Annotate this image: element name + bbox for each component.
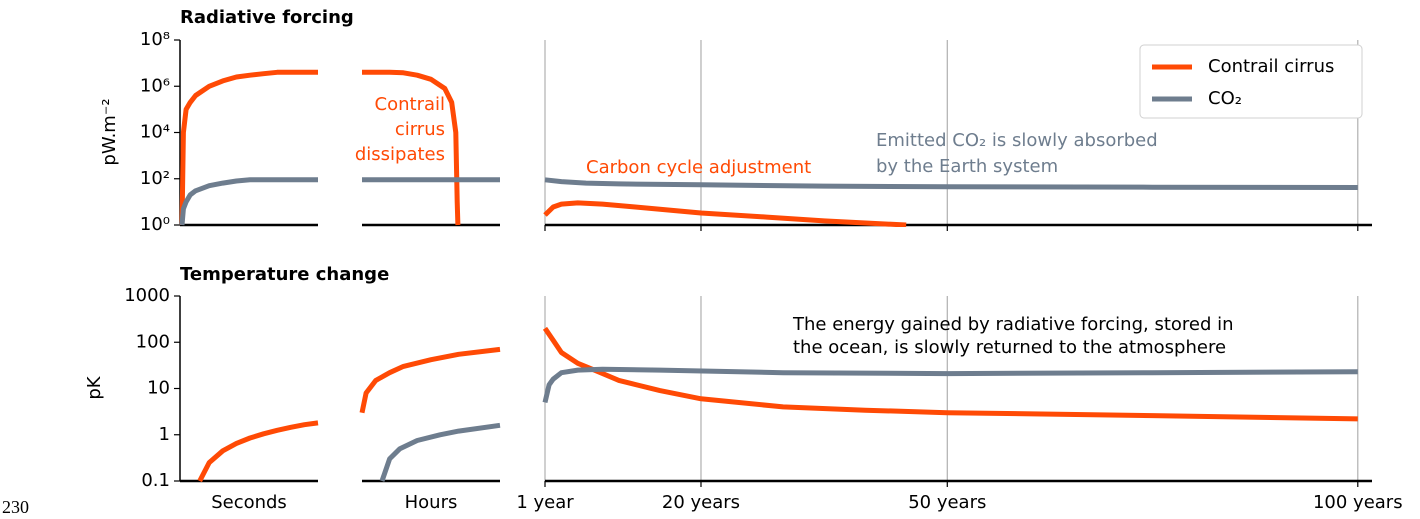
- plot-area: [362, 69, 500, 226]
- x-tick-label: 1 year: [516, 492, 574, 513]
- x-axis-label: Hours: [405, 492, 458, 513]
- annotation: dissipates: [355, 144, 445, 165]
- chart-title: Temperature change: [180, 264, 389, 285]
- y-axis-label: pW.m⁻²: [99, 98, 120, 165]
- y-tick-label: 10⁴: [140, 122, 170, 143]
- annotation: Contrail: [375, 94, 445, 115]
- plot-area: [197, 420, 319, 483]
- series-line: [362, 69, 461, 226]
- series-line: [544, 177, 1358, 190]
- annotation: Carbon cycle adjustment: [586, 157, 811, 178]
- y-tick-label: 10²: [140, 168, 170, 189]
- y-tick-label: 10⁰: [140, 214, 170, 235]
- y-tick-label: 1000: [124, 285, 170, 306]
- plot-area: [359, 346, 501, 482]
- x-tick-label: 50 years: [908, 492, 986, 513]
- series-line: [179, 177, 318, 226]
- page-number: 230: [2, 497, 29, 517]
- series-line: [543, 200, 907, 227]
- y-tick-label: 10⁶: [140, 75, 170, 96]
- legend-box: [1139, 44, 1363, 119]
- series-line: [379, 422, 501, 482]
- plot-area: [543, 177, 1358, 227]
- y-axis-label: pK: [84, 375, 105, 399]
- series-line: [359, 346, 501, 414]
- chart-title: Radiative forcing: [180, 7, 354, 28]
- plot-area: [179, 69, 318, 226]
- y-tick-label: 1: [159, 424, 170, 445]
- series-line: [542, 326, 1358, 422]
- series-line: [179, 69, 318, 226]
- x-tick-label: 20 years: [662, 492, 740, 513]
- series-line: [542, 366, 1358, 403]
- plot-area: [542, 326, 1358, 422]
- annotation: cirrus: [395, 119, 445, 140]
- x-tick-label: 100 years: [1313, 492, 1403, 513]
- series-line: [197, 420, 319, 483]
- legend-label: Contrail cirrus: [1208, 56, 1334, 77]
- annotation: the ocean, is slowly returned to the atm…: [793, 337, 1226, 358]
- y-tick-label: 0.1: [141, 470, 170, 491]
- y-tick-label: 10: [147, 378, 170, 399]
- legend-label: CO₂: [1208, 88, 1242, 109]
- annotation: Emitted CO₂ is slowly absorbed: [876, 130, 1158, 151]
- y-tick-label: 10⁸: [140, 29, 170, 50]
- x-axis-label: Seconds: [211, 492, 287, 513]
- y-tick-label: 100: [136, 331, 170, 352]
- annotation: by the Earth system: [876, 156, 1058, 177]
- annotation: The energy gained by radiative forcing, …: [792, 314, 1234, 335]
